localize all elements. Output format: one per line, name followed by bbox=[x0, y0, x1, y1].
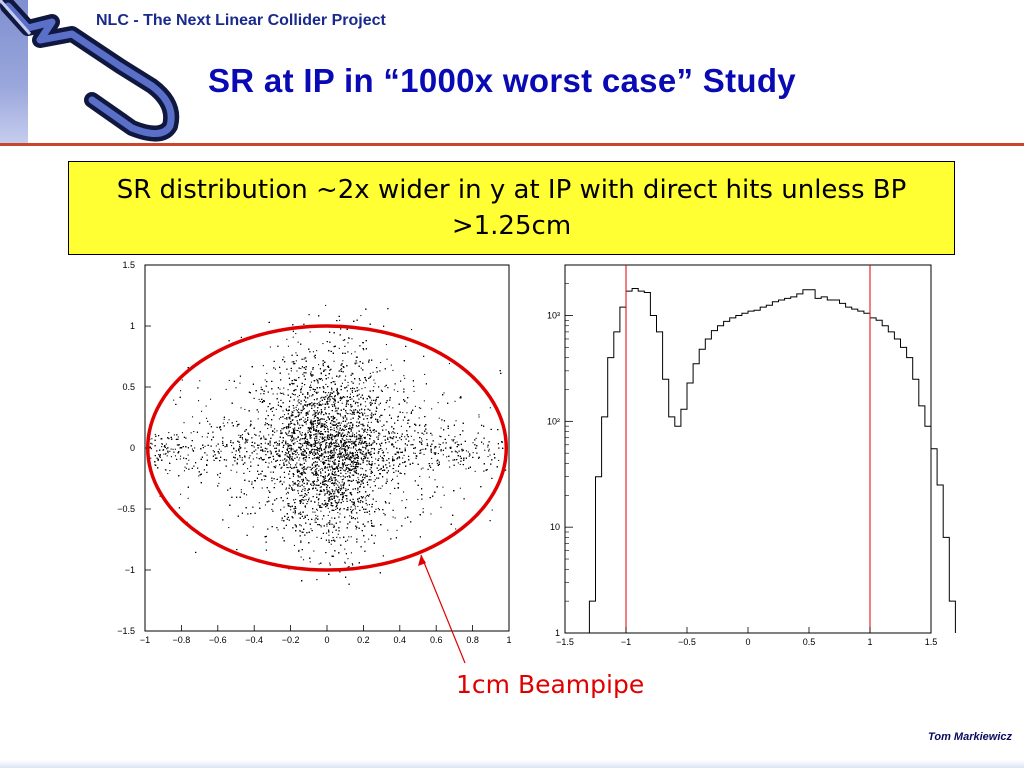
x-tick-label: 1 bbox=[867, 637, 872, 647]
x-tick-label: 0.5 bbox=[803, 637, 816, 647]
y-tick-label: 10³ bbox=[547, 310, 560, 320]
y-tick-label: −1.5 bbox=[117, 626, 135, 636]
callout-box: SR distribution ~2x wider in y at IP wit… bbox=[68, 161, 955, 255]
histogram-plot: −1.5 −1 −0.5 0 0.5 1 1.5 10³ 10² 10 1 bbox=[547, 264, 956, 647]
y-tick-label: 0.5 bbox=[122, 382, 135, 392]
callout-text: SR distribution ~2x wider in y at IP wit… bbox=[116, 175, 907, 241]
x-tick-label: 1.5 bbox=[925, 637, 938, 647]
scatter-frame bbox=[144, 264, 510, 632]
x-tick-label: −0.6 bbox=[209, 635, 227, 645]
project-name: NLC - The Next Linear Collider Project bbox=[96, 12, 386, 29]
x-tick-label: −0.4 bbox=[245, 635, 263, 645]
beampipe-ellipse bbox=[145, 324, 509, 572]
footer-band bbox=[0, 760, 1024, 768]
x-tick-label: −0.2 bbox=[282, 635, 300, 645]
x-tick-label: 0 bbox=[324, 635, 329, 645]
y-tick-label: 1.5 bbox=[122, 260, 135, 270]
beampipe-label: 1cm Beampipe bbox=[456, 670, 645, 699]
x-tick-label: −1 bbox=[621, 637, 631, 647]
y-tick-label: 10 bbox=[550, 522, 560, 532]
x-tick-label: 0.8 bbox=[466, 635, 479, 645]
x-tick-label: 0.6 bbox=[430, 635, 443, 645]
nlc-logo-icon bbox=[0, 0, 180, 142]
slide-title: SR at IP in “1000x worst case” Study bbox=[208, 62, 796, 99]
x-tick-label: 0.4 bbox=[394, 635, 407, 645]
scatter-plot: −1 −0.8 −0.6 −0.4 −0.2 0 0.2 0.4 0.6 0.8 1 1.5 1 0.5 0… bbox=[117, 260, 511, 645]
y-tick-label: 1 bbox=[130, 321, 135, 331]
y-tick-label: 1 bbox=[555, 628, 560, 638]
x-tick-label: 0.2 bbox=[357, 635, 370, 645]
author-credit: Tom Markiewicz bbox=[928, 731, 1012, 743]
x-tick-label: −1.5 bbox=[556, 637, 574, 647]
histogram-steps bbox=[588, 288, 956, 633]
x-tick-label: −0.5 bbox=[678, 637, 696, 647]
x-tick-label: 0 bbox=[745, 637, 750, 647]
beampipe-arrow bbox=[420, 554, 466, 664]
x-tick-label: −1 bbox=[140, 635, 150, 645]
y-tick-label: 10² bbox=[547, 416, 560, 426]
x-tick-label: 1 bbox=[506, 635, 511, 645]
arrow-head bbox=[418, 555, 426, 566]
y-tick-label: 0 bbox=[130, 443, 135, 453]
scatter-points bbox=[148, 304, 507, 585]
header-divider bbox=[0, 143, 1024, 146]
y-tick-label: −1 bbox=[125, 565, 135, 575]
y-tick-label: −0.5 bbox=[117, 504, 135, 514]
x-tick-label: −0.8 bbox=[173, 635, 191, 645]
